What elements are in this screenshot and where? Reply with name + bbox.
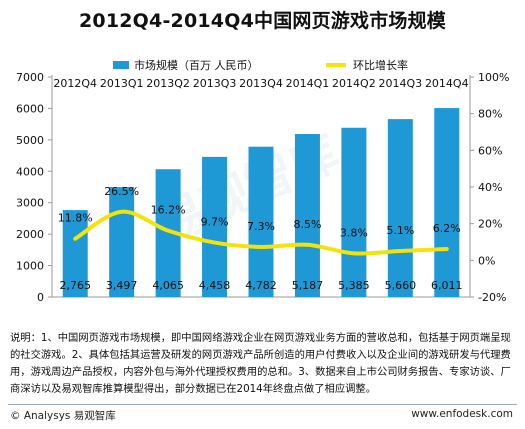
bar-2014Q2 <box>341 127 367 297</box>
legend-bar-label: 市场规模（百万 人民币） <box>134 58 259 72</box>
legend-line-label: 环比增长率 <box>353 58 408 72</box>
bar-value-label: 5,187 <box>292 279 324 292</box>
x-category-label: 2013Q1 <box>100 77 144 90</box>
bar-2012Q4 <box>62 210 88 297</box>
x-category-label: 2013Q3 <box>193 77 237 90</box>
bar-2014Q1 <box>294 133 320 297</box>
y-right-tick-label: 40% <box>478 181 502 194</box>
footer-divider <box>8 404 517 405</box>
y-left-tick-label: 6000 <box>16 102 44 115</box>
legend: 市场规模（百万 人民币） 环比增长率 <box>113 58 408 72</box>
y-right-tick-label: 0% <box>478 254 495 267</box>
y-left-tick-label: 5000 <box>16 134 44 147</box>
bar-value-label: 6,011 <box>431 279 463 292</box>
footer-copyright: © Analysys 易观智库 <box>10 410 116 422</box>
growth-rate-label: 11.8% <box>58 212 93 225</box>
growth-rate-label: 16.2% <box>151 204 186 217</box>
bar-2013Q3 <box>202 156 228 297</box>
y-left-tick-label: 1000 <box>16 260 44 273</box>
y-left-tick-label: 0 <box>37 291 44 304</box>
bar-2013Q1 <box>109 187 135 297</box>
y-left-tick-label: 7000 <box>16 71 44 84</box>
growth-rate-label: 3.8% <box>340 226 368 239</box>
x-category-label: 2013Q2 <box>146 77 190 90</box>
footer-website: www.enfodesk.com <box>411 408 513 420</box>
bar-2013Q4 <box>248 146 274 297</box>
growth-rate-label: 8.5% <box>293 218 321 231</box>
bar-2014Q3 <box>387 119 413 297</box>
bar-value-label: 5,660 <box>385 279 417 292</box>
x-category-label: 2013Q4 <box>239 77 283 90</box>
x-category-label: 2014Q2 <box>332 77 376 90</box>
bar-value-label: 4,065 <box>152 279 184 292</box>
y-right-tick-label: -20% <box>478 291 506 304</box>
growth-rate-label: 5.1% <box>386 224 414 237</box>
bar-value-label: 4,458 <box>199 279 231 292</box>
bar-2014Q4 <box>434 108 460 297</box>
y-right-tick-label: 60% <box>478 144 502 157</box>
bar-value-label: 3,497 <box>106 279 138 292</box>
bar-value-label: 5,385 <box>338 279 370 292</box>
x-category-label: 2014Q1 <box>286 77 330 90</box>
legend-bar-swatch <box>113 61 129 69</box>
chart-title: 2012Q4-2014Q4中国网页游戏市场规模 <box>79 10 446 32</box>
growth-rate-label: 9.7% <box>201 216 229 229</box>
growth-rate-label: 26.5% <box>104 185 139 198</box>
bar-value-label: 2,765 <box>59 279 91 292</box>
x-category-label: 2014Q3 <box>379 77 423 90</box>
y-left-tick-label: 3000 <box>16 197 44 210</box>
chart-svg: 市场规模（百万 人民币） 环比增长率 0 1000 2000 3000 4000 5000… <box>16 58 509 304</box>
x-category-label: 2014Q4 <box>425 77 469 90</box>
bar-value-label: 4,782 <box>245 279 277 292</box>
y-right-tick-label: 80% <box>478 108 502 121</box>
footnote: 说明：1、中国网页游戏市场规模，即中国网络游戏企业在网页游戏业务方面的营收总和，… <box>10 332 511 395</box>
growth-rate-label: 7.3% <box>247 220 275 233</box>
y-right-tick-label: 20% <box>478 218 502 231</box>
y-left-tick-label: 2000 <box>16 228 44 241</box>
y-right-tick-label: 100% <box>478 71 509 84</box>
growth-rate-label: 6.2% <box>433 222 461 235</box>
y-left-tick-label: 4000 <box>16 165 44 178</box>
x-category-label: 2012Q4 <box>53 77 97 90</box>
growth-rate-line <box>73 209 449 256</box>
